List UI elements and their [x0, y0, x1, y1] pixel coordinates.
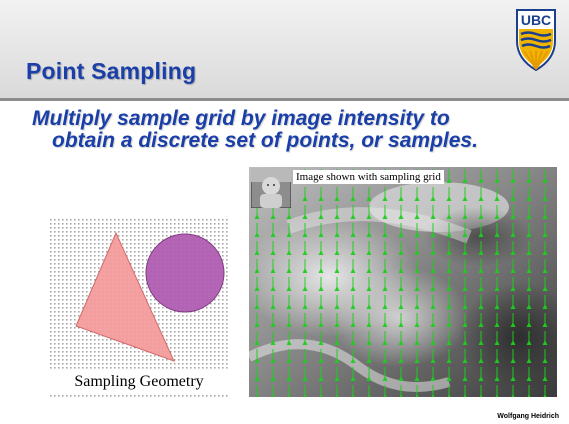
image-caption: Image shown with sampling grid: [293, 170, 444, 184]
subtitle-line-2: obtain a discrete set of points, or samp…: [52, 129, 478, 152]
subtitle-line-1: Multiply sample grid by image intensity …: [32, 107, 450, 130]
sampling-grid-image: [249, 167, 557, 397]
triangle-shape: [75, 231, 175, 362]
geometry-label: Sampling Geometry: [49, 369, 229, 395]
logo-text: UBC: [521, 12, 551, 28]
header-divider: [0, 98, 569, 101]
author-credit: Wolfgang Heidrich: [497, 413, 559, 420]
slide-subtitle: Multiply sample grid by image intensity …: [32, 108, 562, 152]
circle-shape: [145, 233, 225, 313]
thumbnail-image: [251, 168, 291, 208]
slide-title: Point Sampling: [26, 58, 197, 84]
sampling-geometry-figure: [49, 218, 229, 398]
ubc-crest-icon: UBC: [516, 9, 556, 72]
header-band: [0, 0, 569, 98]
